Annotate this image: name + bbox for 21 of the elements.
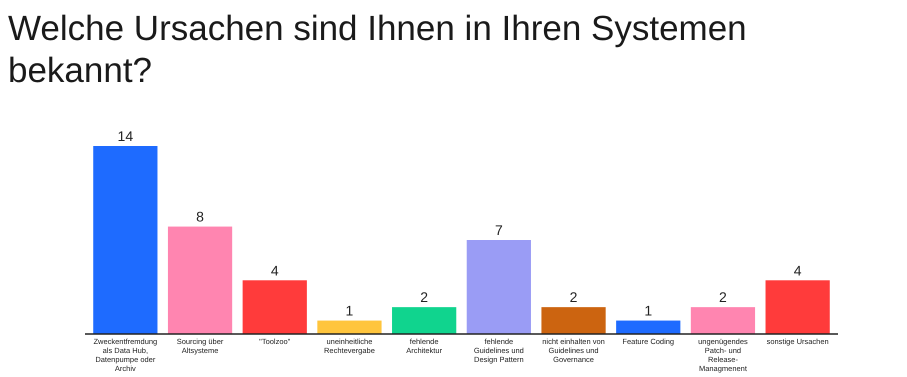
bar [616,320,680,334]
data-label: 2 [420,289,428,306]
data-label: 7 [494,222,503,238]
data-label: 1 [644,302,652,319]
bar [766,280,830,334]
bar [242,280,307,334]
bar [317,320,382,334]
data-label: 8 [196,208,204,225]
bar [392,307,456,334]
bar [541,307,606,334]
data-label: 4 [794,262,802,278]
data-label: 14 [118,128,134,144]
data-label: 4 [270,262,279,278]
data-label: 2 [719,289,728,306]
data-label: 1 [346,302,354,319]
data-label: 2 [570,289,578,306]
bar [690,307,756,334]
bar [168,226,232,334]
bar [93,146,158,334]
bar [466,240,531,334]
chart-title: Welche Ursachen sind Ihnen in Ihren Systemen bekannt? [8,9,747,90]
